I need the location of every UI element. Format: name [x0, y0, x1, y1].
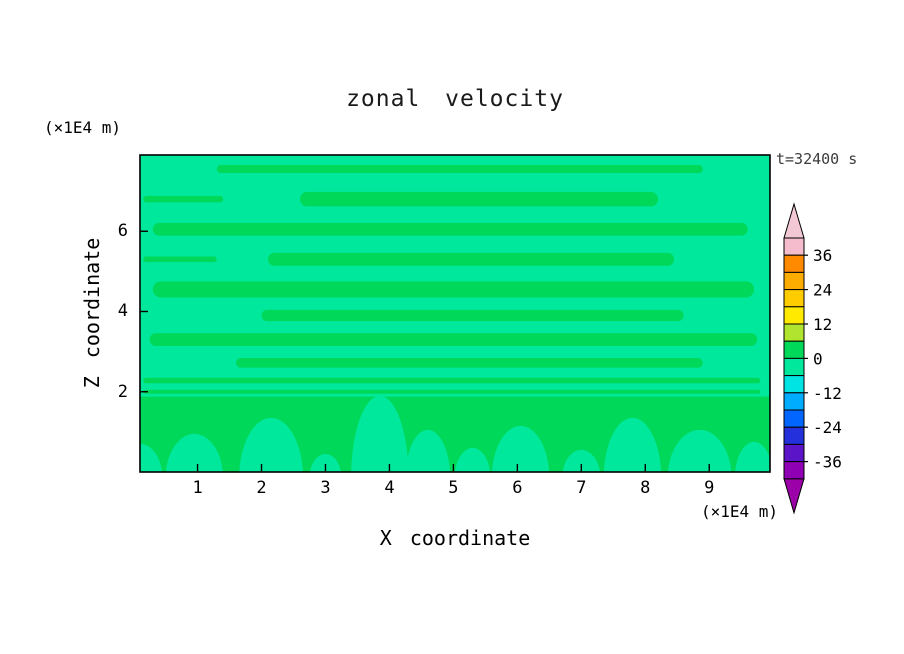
field-negative-plume [351, 395, 409, 472]
field-positive-band [299, 191, 659, 207]
field-positive-band [152, 281, 755, 298]
colorbar-label: 12 [813, 315, 832, 334]
x-tick-label: 1 [192, 478, 203, 498]
x-tick-label: 7 [576, 478, 587, 498]
x-tick-label: 4 [384, 478, 395, 498]
colorbar-segment [783, 409, 805, 428]
x-tick-label: 8 [640, 478, 651, 498]
colorbar-label: -36 [813, 453, 842, 472]
field-positive-band [143, 377, 761, 384]
x-tick-label: 2 [256, 478, 267, 498]
field-negative-plume [310, 453, 341, 472]
field-negative-plume [667, 429, 732, 472]
colorbar-segment [783, 375, 805, 394]
colorbar-label: 36 [813, 246, 832, 265]
colorbar-segment [783, 271, 805, 291]
y-tick-label: 6 [117, 221, 128, 242]
field-positive-band [152, 222, 748, 236]
colorbar-segment [783, 357, 805, 377]
colorbar-label: 0 [813, 349, 823, 368]
field-positive-band [143, 256, 217, 263]
y-tick-label: 2 [117, 381, 128, 402]
field-negative-plume [405, 429, 451, 472]
field-positive-band [267, 252, 675, 266]
field-positive-band [149, 333, 758, 347]
colorbar-arrow-top [783, 202, 805, 239]
colorbar-segment [783, 237, 805, 256]
field-positive-band [143, 389, 761, 394]
colorbar-segment [783, 289, 805, 308]
field-negative-plume [455, 447, 491, 472]
field-negative-plume [165, 433, 223, 472]
colorbar-segment [783, 461, 805, 480]
field-negative-plume [491, 425, 550, 472]
x-tick-label: 5 [448, 478, 459, 498]
x-tick-label: 6 [512, 478, 523, 498]
field-negative-plume [603, 417, 662, 472]
colorbar-label: -24 [813, 418, 842, 437]
contour-field [140, 155, 770, 472]
plot-title: zonal velocity [346, 86, 564, 112]
x-axis-units-label: (×1E4 m) [700, 502, 778, 521]
field-positive-band [235, 358, 703, 368]
field-negative-plume [562, 449, 601, 472]
colorbar-label: -12 [813, 384, 842, 403]
colorbar-segment [783, 392, 805, 411]
colorbar-segment [783, 306, 805, 325]
field-negative-plume [735, 441, 770, 472]
colorbar-segment [783, 340, 805, 359]
y-tick-label: 4 [117, 301, 128, 322]
field-negative-plume [140, 443, 163, 472]
colorbar-segment [783, 254, 805, 273]
field-positive-band [261, 309, 684, 322]
field-positive-band [143, 195, 224, 203]
colorbar-segment [783, 426, 805, 445]
field-negative-plume [239, 417, 303, 472]
colorbar-arrow-bottom [783, 478, 805, 515]
y-axis-units-label: (×1E4 m) [44, 118, 122, 137]
colorbar-segment [783, 443, 805, 463]
time-annotation: t=32400 s [776, 150, 858, 168]
x-tick-label: 9 [704, 478, 715, 498]
colorbar-segment [783, 323, 805, 342]
colorbar-label: 24 [813, 281, 832, 300]
x-tick-label: 3 [320, 478, 331, 498]
plot-frame [139, 154, 771, 473]
x-axis-title: X coordinate [379, 526, 531, 550]
field-positive-band [216, 165, 703, 174]
